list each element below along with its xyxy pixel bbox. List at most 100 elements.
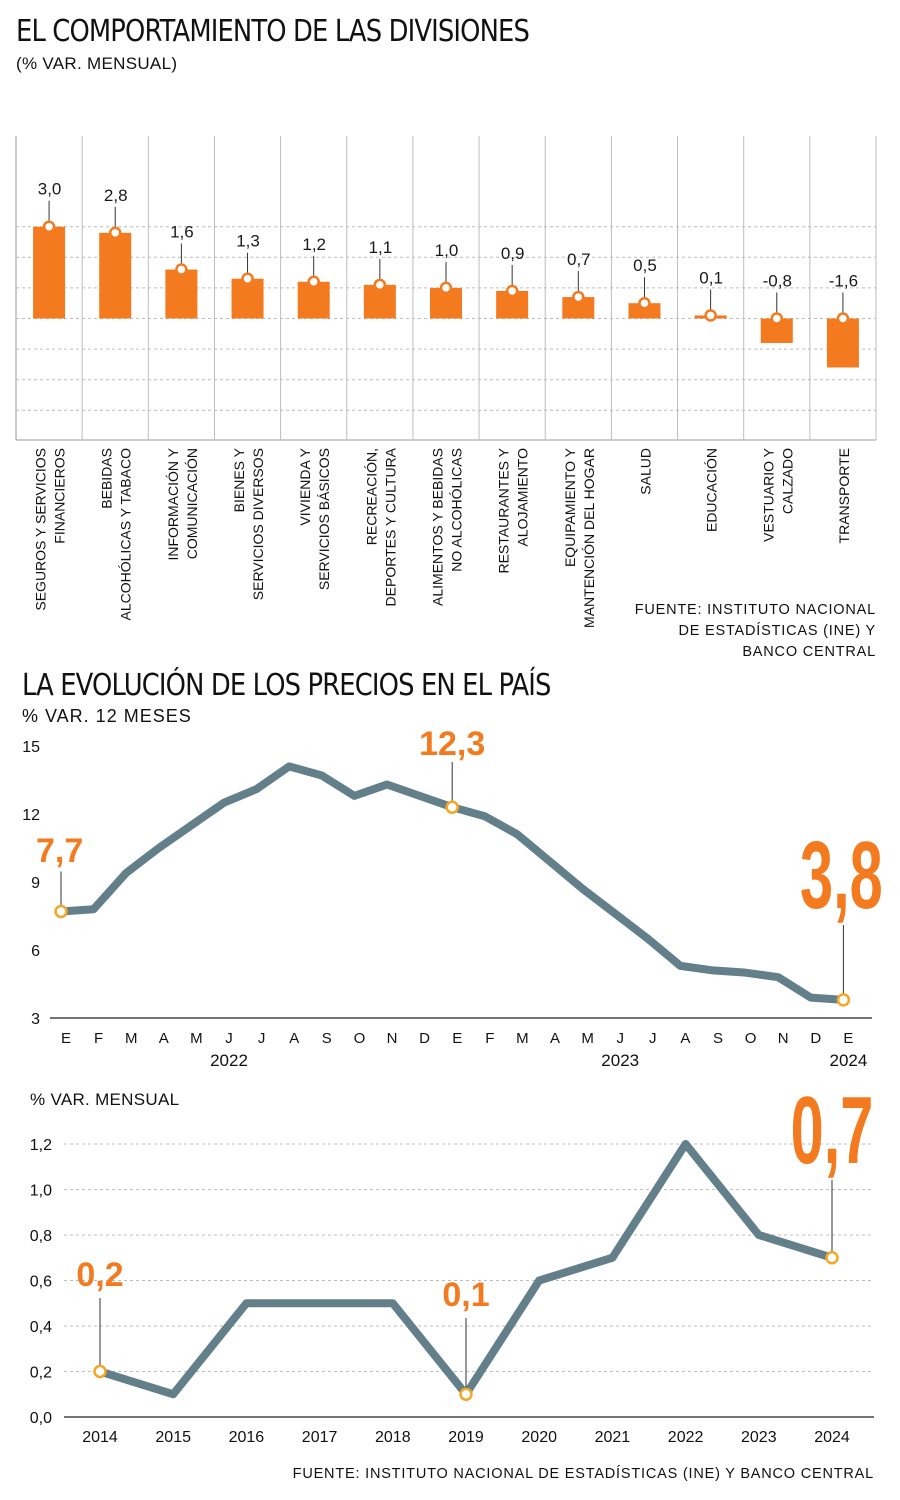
bar-value-label: 1,2 xyxy=(302,235,326,254)
x-tick-label: J xyxy=(649,1030,657,1047)
category-label: EDUCACIÓN xyxy=(704,448,720,532)
category-label-line: COMUNICACIÓN xyxy=(184,448,200,559)
category-label-line: VESTUARIO Y xyxy=(760,447,776,542)
x-tick-label: 2019 xyxy=(448,1429,484,1446)
x-tick-label: E xyxy=(61,1030,71,1047)
x-tick-label: N xyxy=(387,1030,398,1047)
category-label: VESTUARIO Y CALZADO xyxy=(760,447,795,542)
bar-marker xyxy=(770,312,784,325)
y-tick-label: 9 xyxy=(31,875,40,892)
category-label-line: VIVIENDA Y xyxy=(297,447,313,525)
x-tick-label: E xyxy=(843,1030,853,1047)
bar-value-label: 0,7 xyxy=(567,250,591,269)
source-line: BANCO CENTRAL xyxy=(742,644,876,660)
y-tick-label: 1,0 xyxy=(30,1183,52,1200)
category-label-line: DEPORTES Y CULTURA xyxy=(382,447,398,606)
x-tick-label: E xyxy=(452,1030,462,1047)
y-tick-label: 0,4 xyxy=(30,1319,52,1336)
x-tick-label: A xyxy=(289,1030,299,1047)
x-tick-label: S xyxy=(713,1030,723,1047)
category-label-line: SEGUROS Y SERVICIOS xyxy=(33,448,49,611)
x-tick-label: J xyxy=(616,1030,624,1047)
prices-evolution-title: LA EVOLUCIÓN DE LOS PRECIOS EN EL PAÍS xyxy=(22,668,551,703)
bar-value-label: 1,6 xyxy=(170,223,194,242)
x-tick-label: F xyxy=(94,1030,103,1047)
bar-value-label: 1,3 xyxy=(236,232,260,251)
x-tick-label: F xyxy=(485,1030,494,1047)
category-label: BIENES Y SERVICIOS DIVERSOS xyxy=(231,447,266,600)
highlight-value: 3,8 xyxy=(800,821,883,928)
x-tick-label: M xyxy=(190,1030,203,1047)
category-label-line: RESTAURANTES Y xyxy=(496,447,512,573)
category-label: ALIMENTOS Y BEBIDAS NO ALCOHÓLICAS xyxy=(430,448,465,606)
highlight-value: 7,7 xyxy=(36,832,83,870)
highlight-marker xyxy=(836,993,851,1007)
bar-marker xyxy=(638,296,651,310)
x-tick-label: J xyxy=(258,1030,266,1047)
x-tick-label: 2017 xyxy=(302,1429,338,1446)
category-label-line: MANTENCIÓN DEL HOGAR xyxy=(581,448,597,628)
y-tick-label: 1,2 xyxy=(30,1137,52,1154)
bar-marker xyxy=(42,220,56,233)
x-tick-label: 2022 xyxy=(668,1429,704,1446)
x-tick-label: A xyxy=(159,1030,169,1047)
x-tick-label: 2024 xyxy=(814,1429,850,1446)
year-label: 2023 xyxy=(601,1051,639,1070)
bar xyxy=(165,269,198,319)
bar xyxy=(231,278,264,319)
category-label: SEGUROS Y SERVICIOS FINANCIEROS xyxy=(33,448,68,611)
category-label-line: BIENES Y xyxy=(231,447,247,512)
highlight-marker xyxy=(445,800,459,814)
category-label-line: FINANCIEROS xyxy=(52,448,68,544)
x-tick-label: S xyxy=(322,1030,332,1047)
category-label-line: ALIMENTOS Y BEBIDAS xyxy=(430,448,446,606)
category-label: RECREACIÓN, DEPORTES Y CULTURA xyxy=(363,447,398,606)
divisions-bar-chart: 3,0 SEGUROS Y SERVICIOS FINANCIEROS 2,8 BEBI… xyxy=(15,136,877,628)
highlight-value: 12,3 xyxy=(419,725,485,763)
monthly-change-subtitle: % VAR. MENSUAL xyxy=(30,1090,180,1109)
y-tick-label: 0,8 xyxy=(30,1228,52,1245)
x-tick-label: 2021 xyxy=(595,1429,631,1446)
bar-marker xyxy=(704,309,717,322)
category-label-line: SERVICIOS BÁSICOS xyxy=(316,448,332,590)
category-label-line: EDUCACIÓN xyxy=(704,448,720,532)
highlight-marker xyxy=(93,1364,107,1379)
category-label: BEBIDAS ALCOHÓLICAS Y TABACO xyxy=(99,448,134,621)
y-tick-label: 6 xyxy=(31,943,40,960)
y-tick-label: 0,6 xyxy=(30,1274,52,1291)
category-label: TRANSPORTE xyxy=(836,448,852,543)
bar-marker xyxy=(175,263,188,276)
bar-value-label: -1,6 xyxy=(829,272,858,291)
bar-value-label: 2,8 xyxy=(104,186,128,205)
x-tick-label: M xyxy=(581,1030,594,1047)
category-label: SALUD xyxy=(637,448,653,495)
divisions-chart-subtitle: (% VAR. MENSUAL) xyxy=(16,54,178,73)
y-tick-label: 0,2 xyxy=(30,1365,52,1382)
bar xyxy=(33,226,66,319)
category-label-line: EQUIPAMIENTO Y xyxy=(562,447,578,567)
bar-marker xyxy=(307,275,320,289)
highlight-marker xyxy=(459,1387,473,1401)
category-label: RESTAURANTES Y ALOJAMIENTO xyxy=(496,447,531,573)
x-tick-label: O xyxy=(354,1030,366,1047)
divisions-chart-title: EL COMPORTAMIENTO DE LAS DIVISIONES xyxy=(16,14,530,49)
highlight-marker xyxy=(54,904,68,919)
bar-value-label: 0,9 xyxy=(501,244,525,263)
category-label-line: NO ALCOHÓLICAS xyxy=(449,448,465,572)
category-label-line: ALCOHÓLICAS Y TABACO xyxy=(118,448,134,621)
x-tick-label: 2016 xyxy=(229,1429,265,1446)
bar-marker xyxy=(373,278,387,292)
bar xyxy=(562,297,595,319)
bar-value-label: 0,5 xyxy=(633,256,657,275)
bar xyxy=(826,318,859,368)
category-label-line: SALUD xyxy=(637,448,653,495)
x-tick-label: D xyxy=(419,1030,430,1047)
source-line: DE ESTADÍSTICAS (INE) Y xyxy=(678,623,876,639)
bar-value-label: 0,1 xyxy=(699,268,723,287)
category-label-line: ALOJAMIENTO xyxy=(515,448,531,547)
category-label: EQUIPAMIENTO Y MANTENCIÓN DEL HOGAR xyxy=(562,447,597,628)
category-label: VIVIENDA Y SERVICIOS BÁSICOS xyxy=(297,447,332,590)
category-label-line: BEBIDAS xyxy=(99,448,115,509)
highlight-value: 0,1 xyxy=(442,1276,489,1314)
